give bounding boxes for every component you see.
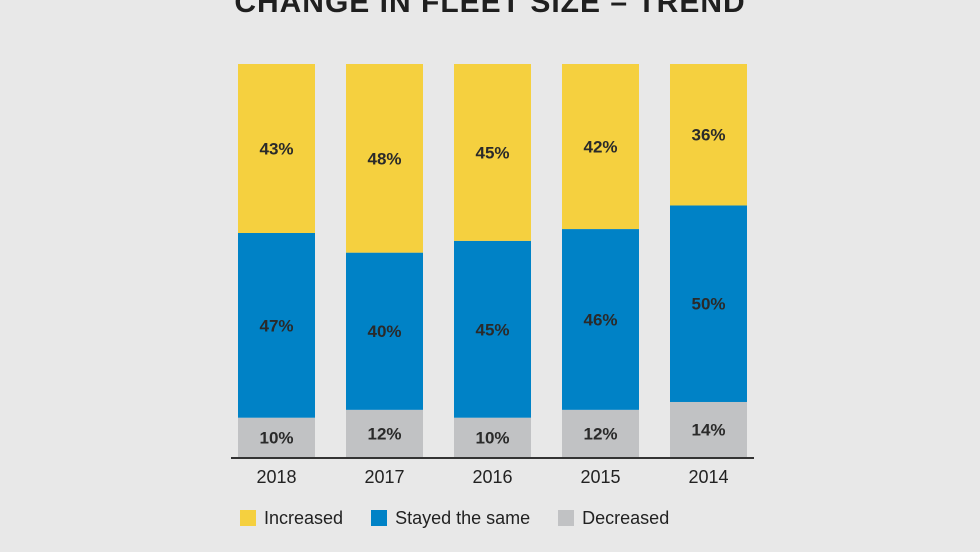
data-label-stayed-the-same-2016: 45%: [475, 320, 509, 339]
data-label-decreased-2015: 12%: [583, 424, 617, 443]
legend-item-decreased: Decreased: [558, 508, 669, 529]
legend-swatch-decreased: [558, 510, 575, 526]
legend-label-decreased: Decreased: [582, 507, 670, 528]
data-label-decreased-2016: 10%: [475, 428, 509, 447]
bar-segment-decreased-2018: [238, 417, 315, 457]
x-tick-label-2016: 2016: [472, 467, 512, 487]
legend: Increased Stayed the same Decreased: [240, 505, 669, 531]
legend-label-increased: Increased: [264, 507, 344, 528]
bar-segment-decreased-2015: [562, 409, 639, 457]
data-label-increased-2015: 42%: [583, 138, 617, 157]
bar-segment-decreased-2014: [670, 401, 747, 457]
data-label-increased-2017: 48%: [367, 149, 401, 168]
bar-segment-increased-2014: [670, 64, 747, 206]
bars-group: 10% 47% 43% 12% 40% 48% 10% 45% 45% 12% 46% 42% 14% 5…: [238, 64, 747, 457]
data-label-stayed-the-same-2014: 50%: [691, 295, 725, 314]
legend-item-stayed-the-same: Stayed the same: [371, 508, 530, 529]
bar-segment-increased-2016: [454, 64, 531, 241]
bar-segment-stayed-the-same-2017: [346, 252, 423, 410]
legend-swatch-increased: [240, 510, 256, 526]
data-label-increased-2014: 36%: [691, 126, 725, 145]
data-label-decreased-2017: 12%: [367, 424, 401, 443]
bar-segment-decreased-2017: [346, 409, 423, 457]
data-label-increased-2018: 43%: [259, 139, 293, 158]
x-tick-label-2014: 2014: [688, 467, 728, 487]
data-label-stayed-the-same-2015: 46%: [583, 310, 617, 329]
x-axis-ticks: 2018 2017 2016 2015 2014: [256, 467, 728, 487]
legend-label-stayed-the-same: Stayed the same: [395, 507, 531, 528]
data-label-increased-2016: 45%: [475, 143, 509, 162]
data-label-decreased-2018: 10%: [259, 428, 293, 447]
bar-segment-increased-2017: [346, 64, 423, 253]
data-label-stayed-the-same-2017: 40%: [367, 322, 401, 341]
bar-segment-increased-2015: [562, 64, 639, 230]
x-tick-label-2015: 2015: [580, 467, 620, 487]
legend-swatch-stayed-the-same: [371, 510, 388, 526]
data-label-stayed-the-same-2018: 47%: [259, 316, 293, 335]
bar-segment-decreased-2016: [454, 417, 531, 457]
data-label-decreased-2014: 14%: [691, 420, 725, 439]
bar-segment-stayed-the-same-2015: [562, 229, 639, 410]
legend-item-increased: Increased: [240, 508, 343, 529]
x-tick-label-2018: 2018: [256, 467, 296, 487]
bar-segment-stayed-the-same-2016: [454, 240, 531, 418]
bar-segment-stayed-the-same-2018: [238, 232, 315, 418]
bar-segment-increased-2018: [238, 64, 315, 233]
x-tick-label-2017: 2017: [364, 467, 404, 487]
chart-title: CHANGE IN FLEET SIZE – TREND: [234, 0, 746, 19]
bar-segment-stayed-the-same-2014: [670, 205, 747, 402]
